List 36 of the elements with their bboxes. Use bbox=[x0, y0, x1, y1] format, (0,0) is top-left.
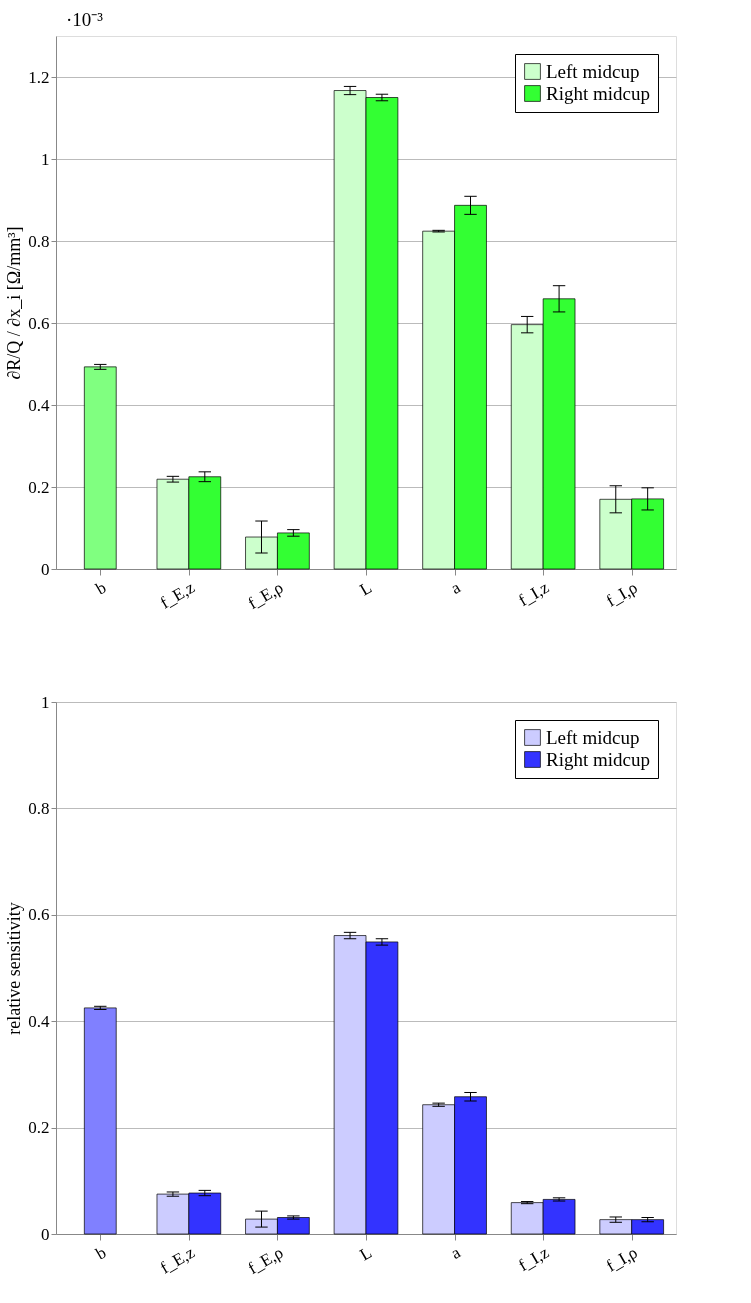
y-tick-label: 0.6 bbox=[28, 905, 50, 925]
x-tick-label: L bbox=[356, 577, 375, 600]
bar bbox=[83, 1007, 117, 1235]
x-tick-label: f_I,z bbox=[515, 577, 553, 611]
y-tick-label: 0 bbox=[41, 1224, 50, 1244]
y-tick-label: 0.2 bbox=[28, 1118, 50, 1138]
x-tick-label: f_E,z bbox=[156, 577, 199, 613]
y-axis-title: ∂R/Q / ∂x_i [Ω/mm³] bbox=[4, 226, 25, 380]
y-axis-title: relative sensitivity bbox=[4, 902, 25, 1035]
x-tick-label: b bbox=[92, 577, 110, 599]
y-tick-label: 1.2 bbox=[28, 67, 50, 87]
x-tick-label: L bbox=[356, 1242, 375, 1265]
y-tick-label: 0.2 bbox=[28, 477, 50, 497]
legend-label: Right midcup bbox=[546, 748, 650, 770]
y-tick-label: 1 bbox=[41, 149, 50, 169]
y-tick-label: 0.4 bbox=[28, 1011, 50, 1031]
y-tick-label: 0.4 bbox=[28, 395, 50, 415]
legend-label: Right midcup bbox=[546, 82, 650, 104]
x-tick-label: f_I,ρ bbox=[603, 577, 641, 611]
y-tick-label: 1 bbox=[41, 692, 50, 712]
legend-label: Left midcup bbox=[546, 60, 640, 82]
x-tick-label: f_I,z bbox=[515, 1242, 553, 1276]
x-tick-label: f_E,ρ bbox=[244, 1242, 287, 1278]
y-tick-label: 0 bbox=[41, 559, 50, 579]
x-tick-label: b bbox=[92, 1242, 110, 1264]
x-tick-label: a bbox=[447, 1242, 464, 1263]
legend-label: Left midcup bbox=[546, 726, 640, 748]
y-tick-label: 0.8 bbox=[28, 231, 50, 251]
x-tick-label: a bbox=[447, 577, 464, 598]
x-tick-label: f_I,ρ bbox=[603, 1242, 641, 1276]
bar bbox=[83, 366, 117, 570]
text: ·10⁻³ bbox=[66, 9, 104, 30]
x-tick-label: f_E,z bbox=[156, 1242, 199, 1278]
x-tick-label: f_E,ρ bbox=[244, 577, 287, 613]
y-tick-label: 0.6 bbox=[28, 313, 50, 333]
y-tick-label: 0.8 bbox=[28, 798, 50, 818]
